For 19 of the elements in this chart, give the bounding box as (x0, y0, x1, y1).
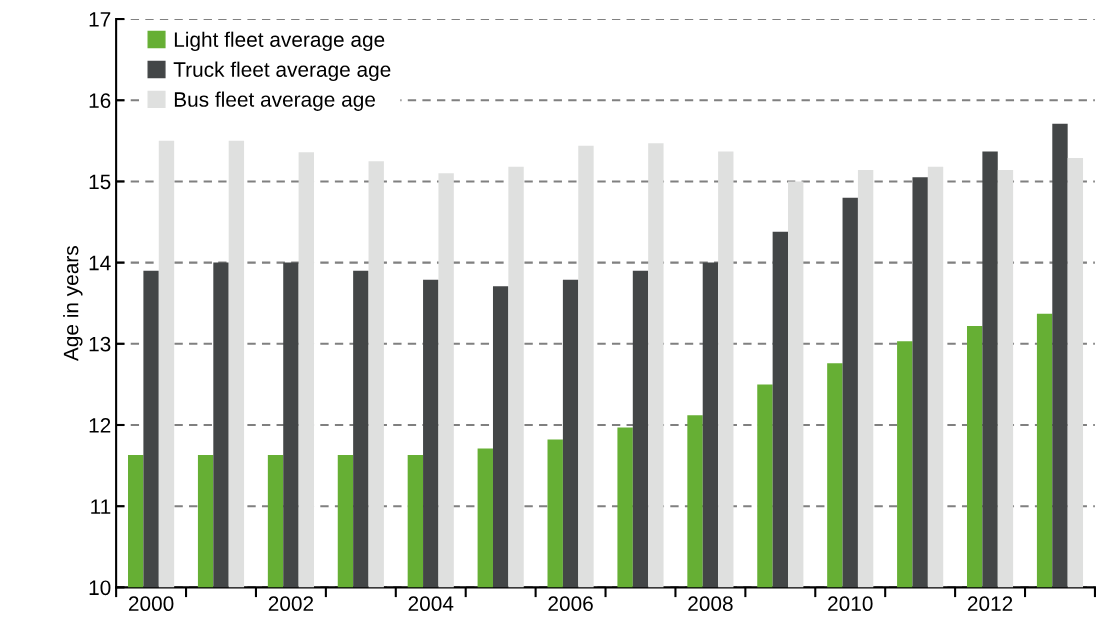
x-tick-label: 2004 (408, 596, 454, 612)
y-tick-label: 12 (89, 418, 111, 433)
y-axis-title: Age in years (63, 246, 83, 362)
legend-label: Truck fleet average age (173, 61, 391, 82)
y-tick-label: 13 (89, 336, 111, 352)
x-tick-label: 2006 (548, 596, 593, 612)
legend-label: Bus fleet average age (174, 91, 375, 111)
x-tick-label: 2012 (967, 596, 1013, 612)
x-tick-label: 2000 (128, 596, 174, 612)
y-tick-label: 16 (89, 93, 111, 108)
x-tick-label: 2008 (688, 596, 733, 612)
y-tick-label: 14 (89, 255, 111, 271)
x-tick-label: 2002 (268, 596, 314, 612)
x-tick-label: 2010 (828, 596, 873, 612)
y-tick-label: 15 (89, 174, 111, 190)
legend-label: Light fleet average age (174, 31, 385, 52)
y-tick-label: 17 (89, 12, 111, 27)
y-tick-label: 11 (91, 499, 111, 514)
y-tick-label: 10 (89, 580, 111, 596)
